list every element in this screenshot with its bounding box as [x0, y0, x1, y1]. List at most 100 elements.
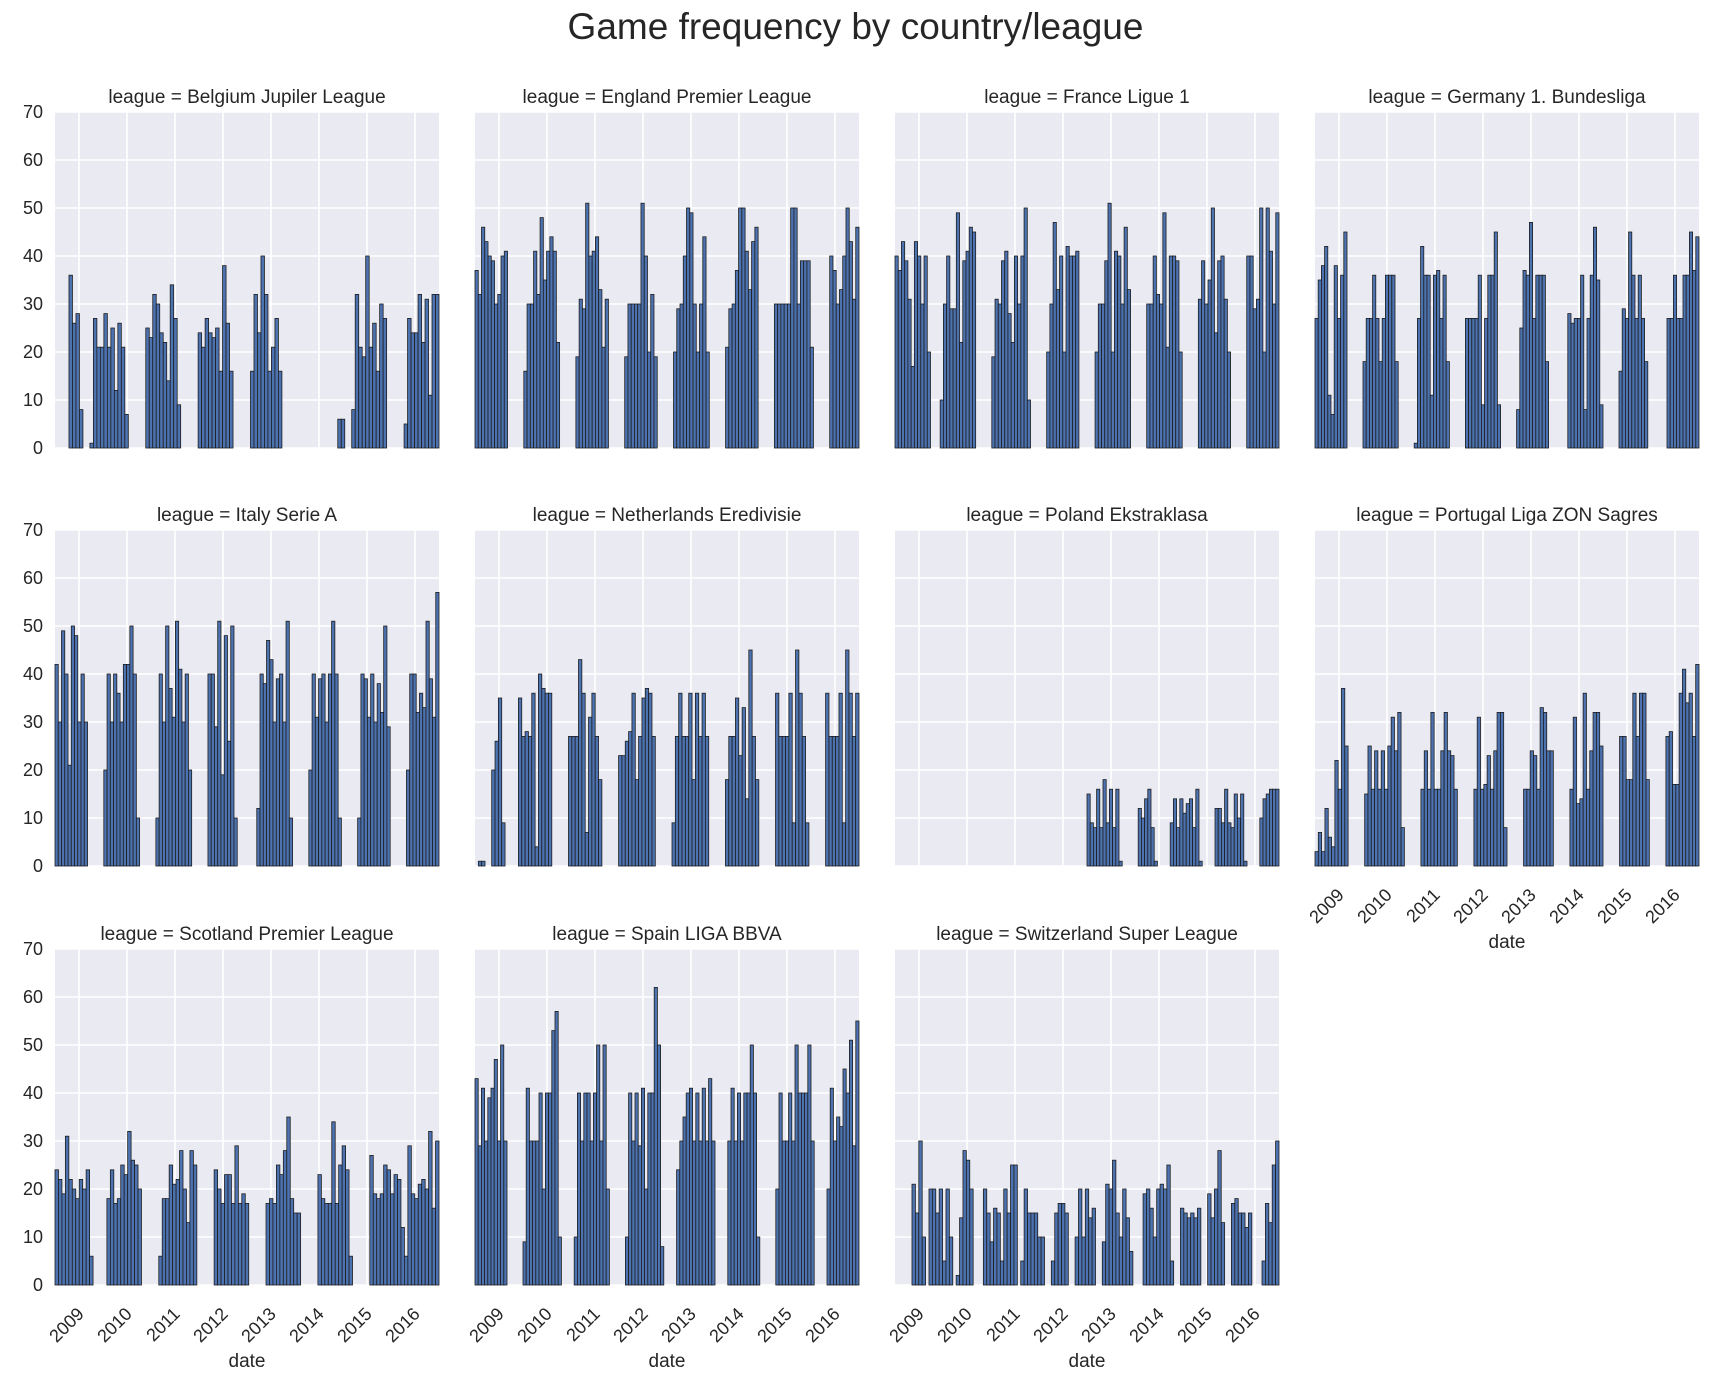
- x-tick-label: 2012: [189, 1304, 231, 1346]
- bar: [110, 327, 115, 449]
- bar: [1204, 303, 1209, 449]
- bar: [826, 1188, 831, 1286]
- bar: [175, 1179, 180, 1286]
- bar: [503, 1140, 508, 1286]
- panel-title: league = Belgium Jupiler League: [108, 87, 385, 108]
- bar: [650, 1092, 655, 1286]
- bar: [279, 1174, 284, 1286]
- bar: [1433, 274, 1438, 449]
- bar: [1536, 788, 1541, 867]
- bar: [1639, 692, 1644, 867]
- bar: [541, 1188, 546, 1286]
- bar: [67, 764, 72, 867]
- bar: [836, 1116, 841, 1286]
- bar: [428, 1131, 433, 1286]
- bar: [728, 736, 733, 867]
- bar: [1189, 798, 1194, 867]
- bar: [1525, 274, 1530, 449]
- bar: [552, 250, 557, 449]
- bar: [1644, 361, 1649, 449]
- bar: [215, 327, 220, 449]
- bar: [1072, 255, 1077, 449]
- bar: [169, 284, 175, 449]
- bar: [914, 1212, 920, 1286]
- bar: [907, 298, 912, 449]
- bar: [431, 293, 436, 449]
- bar: [1244, 1227, 1249, 1286]
- bar: [127, 1131, 132, 1286]
- bar: [1426, 274, 1431, 449]
- bar: [415, 712, 420, 867]
- bar: [1519, 327, 1524, 449]
- bar: [109, 1169, 115, 1286]
- bar: [311, 673, 316, 867]
- bar: [279, 673, 284, 867]
- bar: [1377, 788, 1382, 867]
- bar: [1013, 1164, 1018, 1286]
- bar: [182, 1188, 187, 1286]
- bar: [324, 1203, 329, 1286]
- bar: [113, 389, 119, 449]
- bar: [1341, 688, 1346, 867]
- bar: [1104, 260, 1109, 449]
- bar: [694, 692, 700, 867]
- bar: [229, 370, 234, 449]
- bar: [1665, 736, 1670, 867]
- bar: [407, 317, 412, 449]
- bar: [265, 1203, 270, 1286]
- bar: [1075, 250, 1080, 449]
- bar: [1695, 236, 1700, 449]
- bar: [828, 736, 833, 867]
- bar: [689, 1087, 694, 1286]
- bar: [534, 846, 539, 867]
- bar: [676, 1169, 681, 1286]
- bar: [425, 620, 430, 867]
- bar: [117, 322, 122, 449]
- bar: [825, 692, 830, 867]
- panel-title: league = Spain LIGA BBVA: [552, 924, 782, 945]
- bar: [379, 303, 384, 449]
- bar: [1262, 351, 1267, 449]
- bar: [269, 1198, 274, 1286]
- bar: [1065, 245, 1070, 449]
- bar: [1129, 1251, 1134, 1286]
- bar: [1010, 1164, 1015, 1286]
- bar: [171, 716, 176, 867]
- bar: [962, 1150, 967, 1286]
- bar: [1109, 788, 1114, 867]
- bar: [686, 207, 691, 449]
- bar: [1331, 846, 1336, 867]
- bar: [1682, 668, 1687, 867]
- facet-panel: league = England Premier League: [474, 87, 860, 449]
- bar: [491, 769, 496, 867]
- bar: [1207, 279, 1212, 449]
- bar: [113, 1203, 118, 1286]
- bar: [946, 255, 951, 449]
- bar: [260, 255, 265, 449]
- bar: [1493, 750, 1498, 867]
- y-tick-label: 20: [23, 1179, 43, 1199]
- x-tick-label: 2011: [142, 1304, 184, 1346]
- bar: [835, 736, 840, 867]
- bar: [1400, 827, 1405, 867]
- bar: [798, 692, 803, 867]
- bar: [952, 308, 957, 449]
- bar: [1224, 788, 1229, 867]
- bar: [1372, 274, 1377, 449]
- x-tick-label: 2012: [1029, 1304, 1071, 1346]
- bar: [1579, 798, 1584, 867]
- bar: [264, 293, 269, 449]
- bar: [831, 736, 837, 867]
- bar: [1394, 361, 1399, 449]
- bar: [1453, 788, 1458, 867]
- bar: [1262, 798, 1267, 867]
- y-tick-label: 50: [23, 198, 43, 218]
- bar: [1272, 788, 1277, 867]
- bar: [1146, 303, 1151, 449]
- bar: [1317, 832, 1323, 867]
- bar: [89, 442, 94, 449]
- bar: [162, 341, 168, 449]
- bar: [296, 1212, 302, 1286]
- bar: [585, 202, 590, 449]
- bar: [741, 707, 746, 867]
